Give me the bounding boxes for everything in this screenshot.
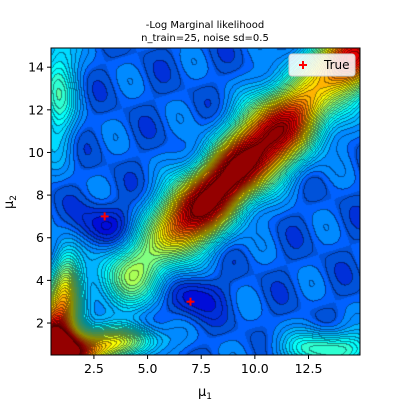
x-tick-label: 12.5 xyxy=(295,361,323,376)
x-axis-label-base: μ xyxy=(198,385,206,400)
y-axis-label-sub: 2 xyxy=(9,195,19,201)
plot-area xyxy=(50,47,361,356)
true-point-marker xyxy=(186,297,195,306)
x-axis-ticks: 2.5 5.0 7.5 10.0 12.5 xyxy=(84,355,322,376)
legend: True xyxy=(288,53,356,77)
true-point-marker xyxy=(100,212,109,221)
y-tick-label: 10 xyxy=(28,145,44,160)
x-axis-label: μ1 xyxy=(198,385,212,400)
x-axis-label-sub: 1 xyxy=(206,392,212,400)
x-tick-label: 7.5 xyxy=(191,361,211,376)
y-axis-label: μ2 xyxy=(2,195,19,209)
chart-title: -Log Marginal likelihood xyxy=(146,20,265,31)
x-tick-label: 2.5 xyxy=(84,361,104,376)
legend-box xyxy=(288,53,356,77)
x-tick-label: 5.0 xyxy=(138,361,158,376)
y-tick-label: 8 xyxy=(36,188,44,203)
y-tick-label: 6 xyxy=(36,230,44,245)
legend-marker xyxy=(299,61,307,69)
y-axis-ticks: 2 4 6 8 10 12 14 xyxy=(28,60,51,331)
y-axis-label-base: μ xyxy=(2,201,17,209)
x-tick-label: 10.0 xyxy=(241,361,269,376)
plot-frame xyxy=(50,47,361,356)
legend-label-true: True xyxy=(323,58,350,72)
y-tick-label: 4 xyxy=(36,273,44,288)
chart-subtitle: n_train=25, noise sd=0.5 xyxy=(141,33,269,44)
y-tick-label: 2 xyxy=(36,316,44,331)
y-tick-label: 12 xyxy=(28,102,44,117)
heatmap-surface xyxy=(51,48,360,355)
y-tick-label: 14 xyxy=(28,60,44,75)
